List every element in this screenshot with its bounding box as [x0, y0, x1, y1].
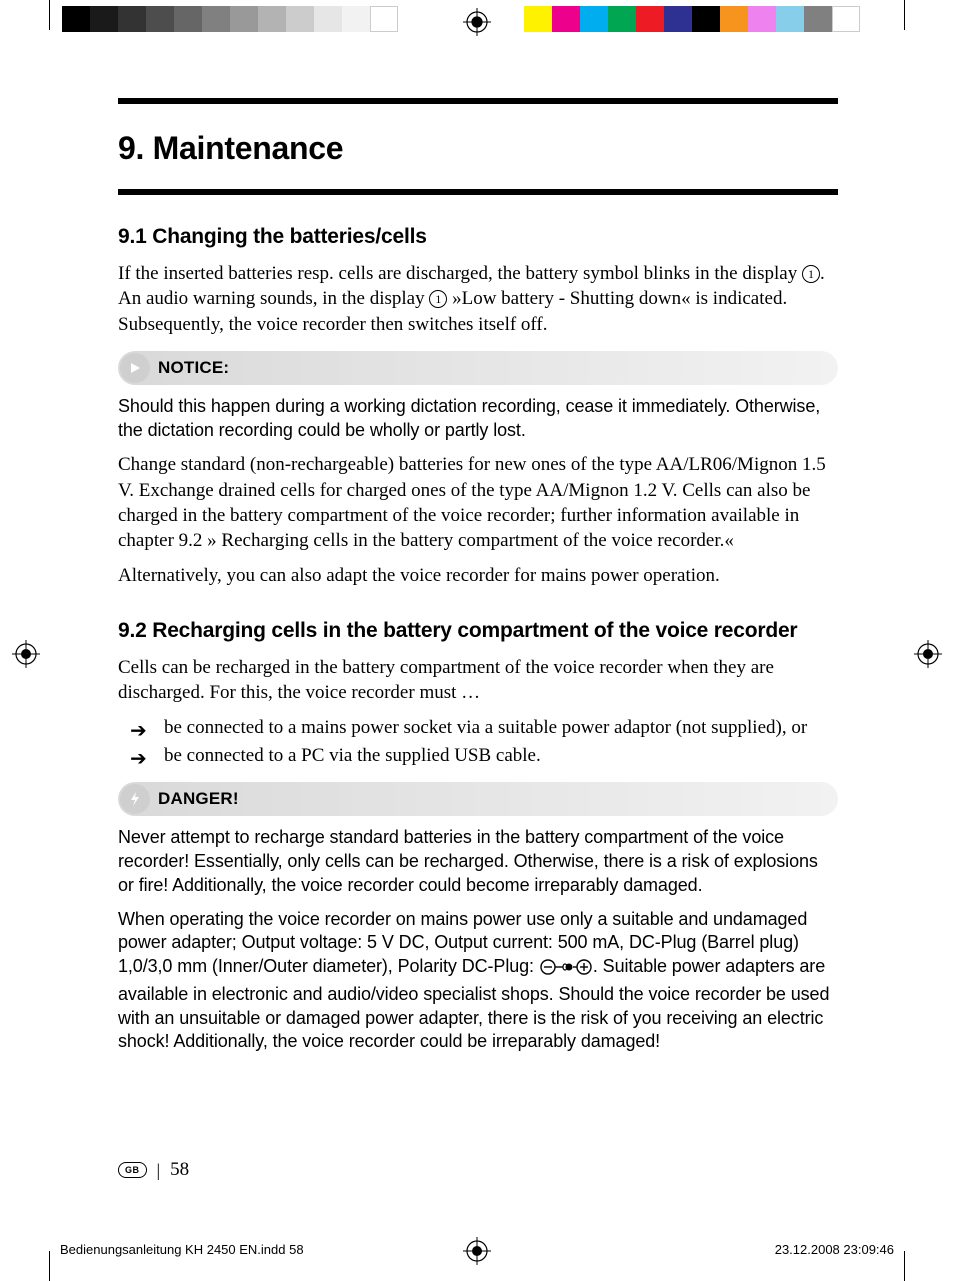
content-area: 9. Maintenance 9.1 Changing the batterie…	[118, 98, 838, 1064]
crop-mark	[904, 1251, 905, 1281]
crop-mark	[49, 1251, 50, 1281]
text: If the inserted batteries resp. cells ar…	[118, 263, 802, 284]
body-paragraph: Cells can be recharged in the battery co…	[118, 655, 838, 706]
notice-triangle-icon	[120, 353, 150, 383]
crop-mark	[49, 0, 50, 30]
danger-label: DANGER!	[158, 789, 239, 809]
section-heading: 9.1 Changing the batteries/cells	[118, 225, 838, 249]
footer-separator: |	[157, 1160, 161, 1181]
top-rule	[118, 98, 838, 104]
print-slug: Bedienungsanleitung KH 2450 EN.indd 58 2…	[60, 1242, 894, 1257]
polarity-symbol-icon	[539, 958, 593, 983]
printer-grayscale-bar	[62, 6, 398, 32]
ref-number-icon: 1	[429, 290, 447, 308]
body-paragraph: Alternatively, you can also adapt the vo…	[118, 563, 838, 588]
under-title-rule	[118, 189, 838, 195]
danger-callout: DANGER!	[118, 782, 838, 816]
list-item: ➔be connected to a mains power socket vi…	[130, 715, 838, 741]
bullet-list: ➔ be connected to a mains power socket vi…	[130, 715, 838, 768]
page-root: 9. Maintenance 9.1 Changing the batterie…	[0, 0, 954, 1281]
list-text: be connected to a mains power socket via…	[164, 717, 807, 738]
ref-number-icon: 1	[802, 265, 820, 283]
arrow-bullet-icon: ➔	[130, 746, 147, 773]
language-badge: GB	[118, 1162, 147, 1178]
page-number: 58	[170, 1159, 189, 1181]
danger-text: Never attempt to recharge standard batte…	[118, 826, 838, 897]
danger-text: When operating the voice recorder on mai…	[118, 908, 838, 1055]
printer-color-bar	[524, 6, 860, 32]
page-footer: GB | 58	[118, 1159, 838, 1181]
body-paragraph: Change standard (non-rechargeable) batte…	[118, 452, 838, 553]
list-item: ➔be connected to a PC via the supplied U…	[130, 743, 838, 769]
page-title: 9. Maintenance	[118, 130, 838, 167]
slug-timestamp: 23.12.2008 23:09:46	[775, 1242, 894, 1257]
list-text: be connected to a PC via the supplied US…	[164, 745, 541, 766]
registration-mark-icon	[463, 8, 491, 36]
registration-mark-icon	[914, 640, 942, 668]
section-heading: 9.2 Recharging cells in the battery comp…	[118, 619, 838, 643]
notice-text: Should this happen during a working dict…	[118, 395, 838, 443]
arrow-bullet-icon: ➔	[130, 718, 147, 745]
slug-file: Bedienungsanleitung KH 2450 EN.indd 58	[60, 1242, 304, 1257]
body-paragraph: If the inserted batteries resp. cells ar…	[118, 261, 838, 337]
registration-mark-icon	[12, 640, 40, 668]
notice-callout: NOTICE:	[118, 351, 838, 385]
danger-bolt-icon	[120, 784, 150, 814]
notice-label: NOTICE:	[158, 358, 229, 378]
crop-mark	[904, 0, 905, 30]
